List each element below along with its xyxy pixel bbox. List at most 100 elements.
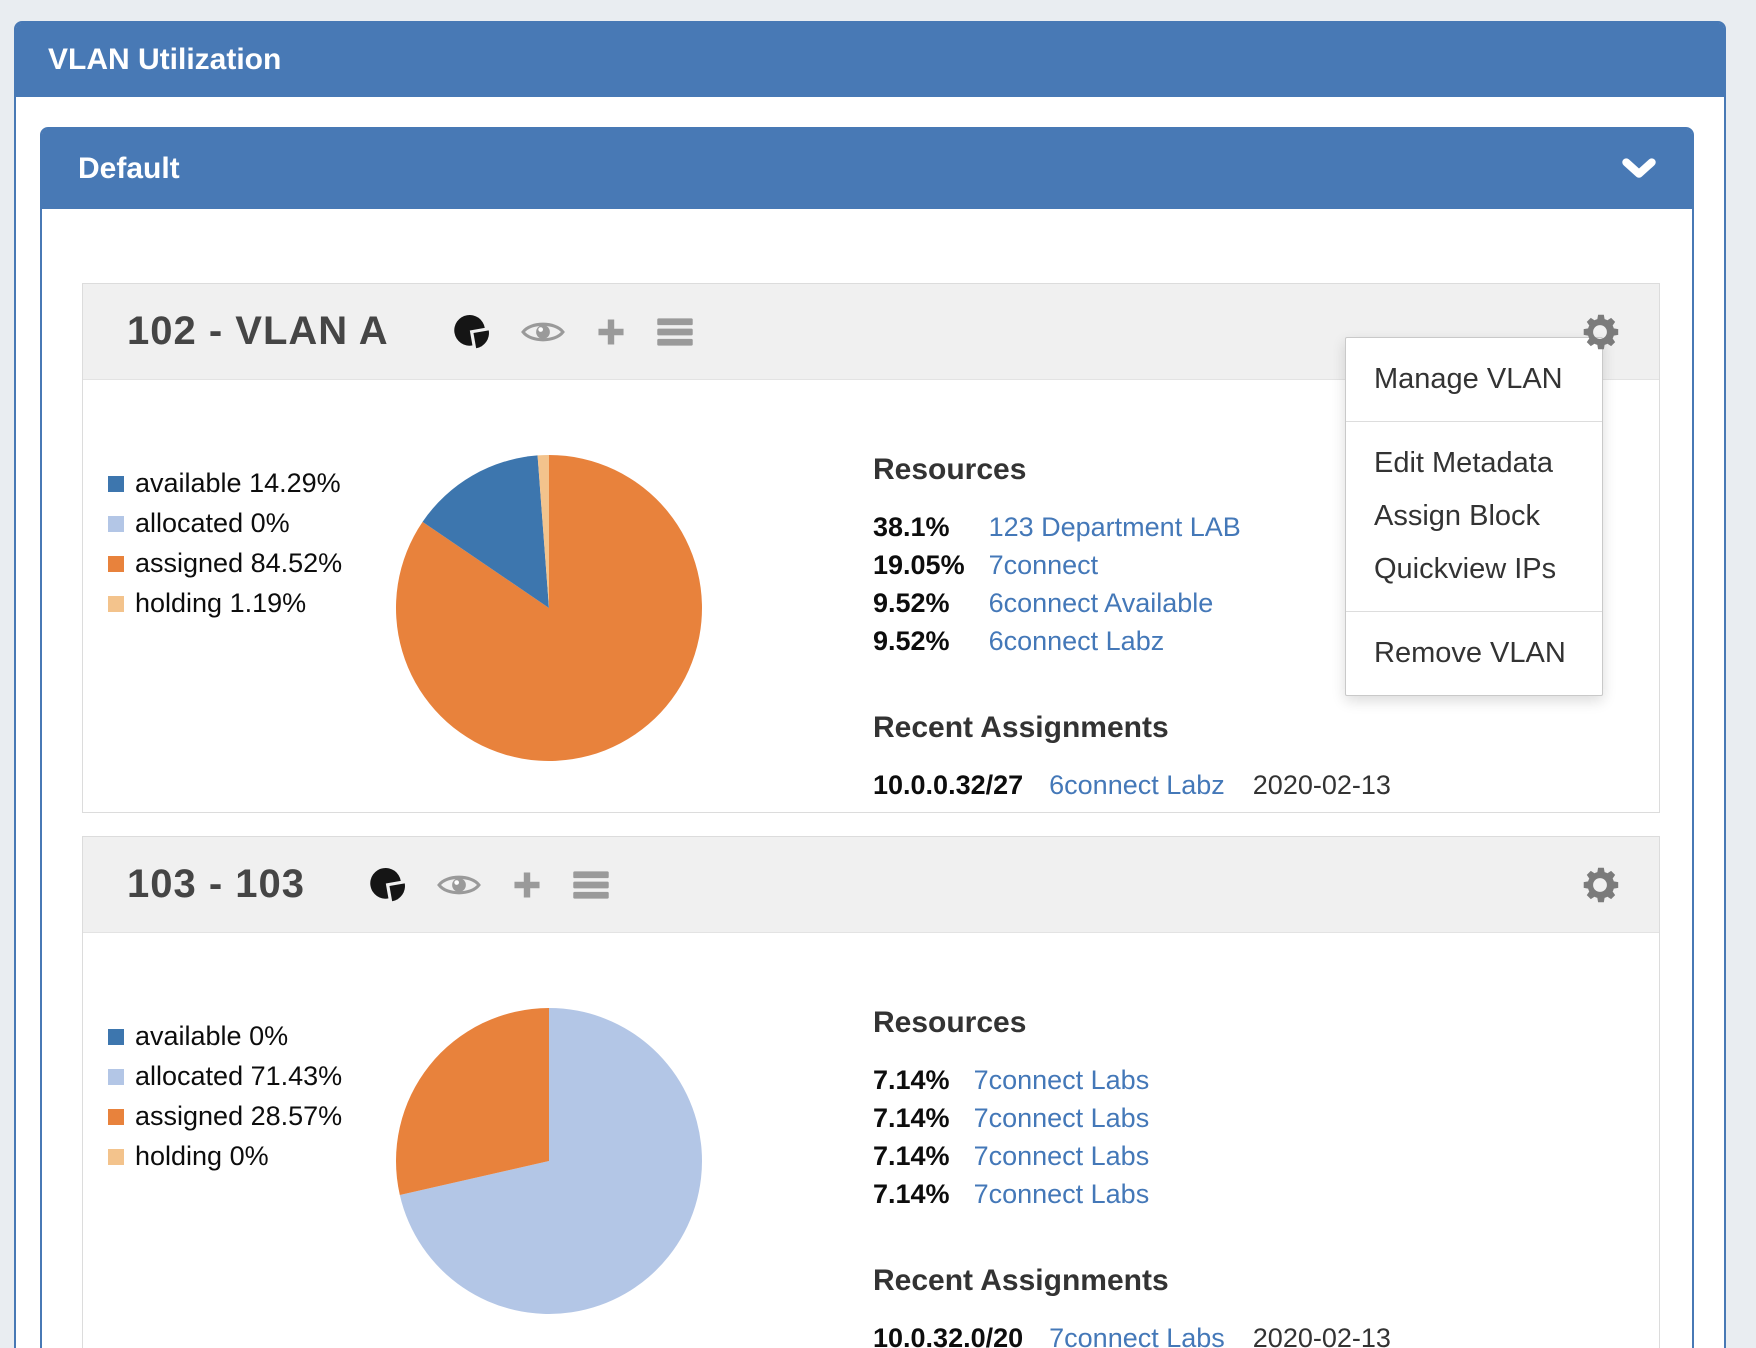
plus-icon[interactable] [595,316,627,348]
resource-link[interactable]: 6connect Available [988,588,1214,618]
resource-percent: 7.14% [873,1141,950,1171]
assignment-block: 10.0.32.0/20 [873,1323,1024,1348]
resource-percent: 7.14% [873,1179,950,1209]
legend-item-holding: holding 0% [108,1141,342,1172]
resource-percent: 9.52% [873,626,950,656]
legend-swatch [108,515,124,532]
legend-value: 71.43% [250,1061,343,1091]
menu-item-remove-vlan[interactable]: Remove VLAN [1374,637,1566,669]
resource-link[interactable]: 6connect Labz [988,626,1165,656]
menu-item-manage-vlan[interactable]: Manage VLAN [1374,363,1563,395]
vlan-card-103: 103 - 103 [82,836,1660,1348]
resource-link[interactable]: 7connect Labs [973,1065,1150,1095]
legend-label: available [135,468,242,498]
legend-value: 28.57% [250,1101,343,1131]
menu-section: Edit Metadata Assign Block Quickview IPs [1346,421,1602,611]
eye-icon[interactable] [437,871,481,899]
vlan-utilization-body: Default 102 - VLAN A [16,97,1724,1348]
resource-row: 7.14% 7connect Labs [873,1141,1149,1179]
menu-section: Manage VLAN [1346,338,1602,421]
card-details: Resources 7.14% 7connect Labs 7.14% 7con… [873,1005,1391,1348]
resource-row: 7.14% 7connect Labs [873,1065,1149,1103]
resource-link[interactable]: 7connect [988,550,1099,580]
legend-value: 0% [229,1141,269,1171]
pie-chart-icon[interactable] [369,866,407,904]
vlan-card-title: 103 - 103 [127,862,306,906]
menu-item-assign-block[interactable]: Assign Block [1374,500,1541,532]
resources-heading: Resources [873,453,1027,486]
vlan-card-header: 103 - 103 [83,837,1659,933]
legend-label: assigned [135,548,244,578]
legend-value: 1.19% [229,588,307,618]
legend-label: available [135,1021,242,1051]
resource-row: 7.14% 7connect Labs [873,1103,1149,1141]
legend-item-allocated: allocated 0% [108,508,342,539]
vlan-utilization-header: VLAN Utilization [16,23,1724,97]
legend-swatch [108,1068,124,1085]
pie-slice-assigned [395,1008,549,1196]
chevron-down-icon[interactable] [1622,158,1656,180]
legend-label: holding [135,1141,223,1171]
legend-value: 0% [249,1021,289,1051]
legend-swatch [108,1148,124,1165]
assignment-date: 2020-02-13 [1252,770,1391,800]
pie-legend: available 14.29% allocated 0% assigned 8… [108,468,342,628]
resource-percent: 38.1% [873,512,950,542]
resources-table: 38.1% 123 Department LAB 19.05% 7connect… [873,512,1241,664]
legend-value: 0% [250,508,290,538]
legend-label: allocated [135,508,244,538]
resource-row: 7.14% 7connect Labs [873,1179,1149,1217]
pie-slice-assigned [395,455,702,761]
resource-percent: 9.52% [873,588,950,618]
resource-percent: 7.14% [873,1103,950,1133]
legend-swatch [108,555,124,572]
eye-icon[interactable] [520,318,565,346]
pie-legend: available 0% allocated 71.43% assigned 2… [108,1021,342,1181]
legend-value: 84.52% [250,548,343,578]
vlan-card-body: available 0% allocated 71.43% assigned 2… [83,933,1659,1348]
default-group-header[interactable]: Default [42,129,1692,209]
page-title: VLAN Utilization [48,43,282,76]
legend-item-available: available 14.29% [108,468,342,499]
list-icon[interactable] [656,317,693,347]
resource-row: 9.52% 6connect Labz [873,626,1241,664]
assignment-link[interactable]: 6connect Labz [1049,770,1225,800]
resource-row: 9.52% 6connect Available [873,588,1241,626]
resource-row: 19.05% 7connect [873,550,1241,588]
menu-item-quickview-ips[interactable]: Quickview IPs [1374,553,1557,585]
resource-row: 38.1% 123 Department LAB [873,512,1241,550]
gear-icon[interactable] [1577,309,1623,355]
pie-chart-icon[interactable] [453,313,491,351]
legend-swatch [108,1028,124,1045]
legend-item-assigned: assigned 84.52% [108,548,342,579]
legend-swatch [108,595,124,612]
resource-percent: 19.05% [873,550,965,580]
recent-assignment-row: 10.0.32.0/20 7connect Labs 2020-02-13 [873,1323,1391,1348]
resource-link[interactable]: 7connect Labs [973,1141,1150,1171]
list-icon[interactable] [573,870,609,900]
gear-dropdown-menu: Manage VLAN Edit Metadata Assign Block Q… [1345,337,1603,696]
assignment-link[interactable]: 7connect Labs [1049,1323,1225,1348]
resource-link[interactable]: 7connect Labs [973,1179,1150,1209]
pie-slice-allocated [399,1008,702,1314]
legend-item-holding: holding 1.19% [108,588,342,619]
resources-table: 7.14% 7connect Labs 7.14% 7connect Labs … [873,1065,1149,1217]
group-title: Default [78,152,180,185]
card-details: Resources 38.1% 123 Department LAB 19.05… [873,452,1391,801]
plus-icon[interactable] [511,869,543,901]
menu-section: Remove VLAN [1346,611,1602,695]
menu-item-edit-metadata[interactable]: Edit Metadata [1374,447,1553,479]
recent-assignment-row: 10.0.0.32/27 6connect Labz 2020-02-13 [873,770,1391,801]
default-group-panel: Default 102 - VLAN A [40,127,1694,1348]
gear-icon[interactable] [1577,862,1623,908]
pie-slice-available [422,455,549,608]
resource-link[interactable]: 123 Department LAB [988,512,1241,542]
legend-label: holding [135,588,223,618]
resource-link[interactable]: 7connect Labs [973,1103,1150,1133]
legend-value: 14.29% [249,468,341,498]
legend-swatch [108,1108,124,1125]
vlan-card-body: available 14.29% allocated 0% assigned 8… [83,380,1659,812]
resource-percent: 7.14% [873,1065,950,1095]
pie-slice-holding [537,455,549,608]
recent-assignments-heading: Recent Assignments [873,1264,1169,1297]
